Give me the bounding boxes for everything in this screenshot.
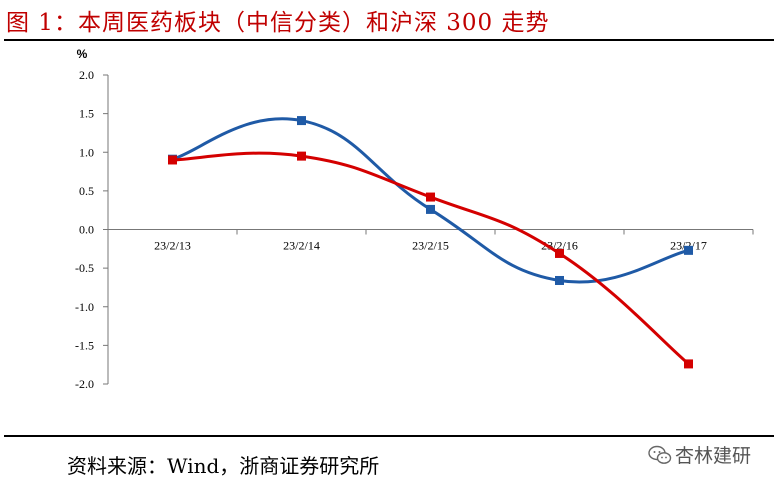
series-1-marker xyxy=(426,204,435,214)
y-tick-label: 1.5 xyxy=(79,107,94,121)
y-tick-label: -0.5 xyxy=(75,261,94,275)
series-2-line xyxy=(171,151,690,366)
series-2-marker xyxy=(426,192,435,202)
x-tick-label: 23/2/15 xyxy=(412,239,449,253)
y-axis-label: % xyxy=(77,47,88,61)
x-tick-label: 23/2/17 xyxy=(670,239,707,253)
title-divider xyxy=(4,39,774,41)
chart-title: 图 1：本周医药板块（中信分类）和沪深 300 走势 xyxy=(6,10,550,36)
series-2-marker xyxy=(684,359,693,369)
wechat-icon xyxy=(648,445,672,464)
series-1-marker xyxy=(297,116,306,126)
series-1-marker xyxy=(555,275,564,285)
series-2-marker xyxy=(297,151,306,161)
y-tick-label: 0.0 xyxy=(79,223,94,237)
series-2-marker xyxy=(168,155,177,165)
chart-axes: 2.0 1.5 1.0 0.5 0.0 -0.5 -1.0 -1.5 -2.0% 23/2/13 2… xyxy=(75,47,754,391)
watermark-text: 杏林建研 xyxy=(675,445,752,467)
y-tick-label: 2.0 xyxy=(79,68,94,82)
x-tick-label: 23/2/14 xyxy=(283,239,320,253)
y-tick-label: -1.0 xyxy=(75,300,94,314)
x-tick-label: 23/2/13 xyxy=(154,239,191,253)
source-note: 资料来源：Wind，浙商证券研究所 xyxy=(67,454,380,478)
y-tick-label: 1.0 xyxy=(79,145,94,159)
series-2-marker xyxy=(555,248,564,258)
chart-series xyxy=(168,116,693,369)
watermark: 杏林建研 xyxy=(648,441,751,468)
y-tick-label: -1.5 xyxy=(75,338,94,352)
series-1-marker xyxy=(684,245,693,255)
line-chart: 2.0 1.5 1.0 0.5 0.0 -0.5 -1.0 -1.5 -2.0% 23/2/13 2… xyxy=(75,47,754,391)
source-divider xyxy=(4,435,774,437)
y-tick-label: 0.5 xyxy=(79,184,94,198)
y-tick-label: -2.0 xyxy=(75,377,94,391)
